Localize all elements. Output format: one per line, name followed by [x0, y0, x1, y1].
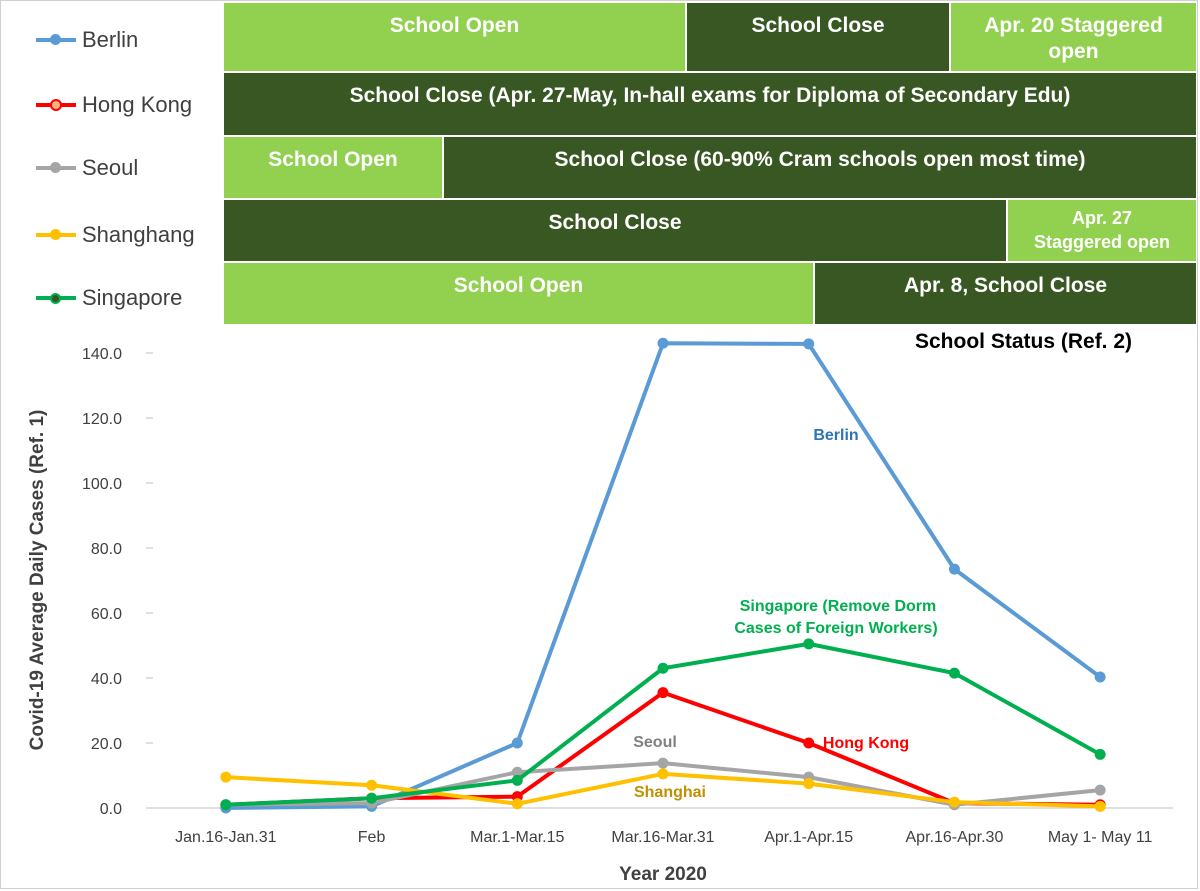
legend-item-singapore: Singapore — [36, 283, 182, 313]
y-tick-label: 40.0 — [91, 671, 122, 688]
data-point — [948, 667, 960, 679]
legend-line — [36, 34, 76, 45]
singapore-school-close: Apr. 8, School Close — [814, 262, 1197, 325]
data-point — [366, 779, 378, 791]
series-shanghai — [220, 768, 1106, 812]
annotation-label: Seoul — [633, 734, 677, 751]
legend-item-berlin: Berlin — [36, 25, 138, 55]
status-label: School Open — [453, 274, 584, 297]
data-point — [948, 563, 960, 575]
annotation-label: Berlin — [813, 427, 858, 444]
data-point — [657, 768, 669, 780]
legend-line — [36, 229, 76, 240]
legend-marker — [50, 99, 62, 111]
data-point — [803, 737, 815, 749]
status-label: Apr. 27 Staggered open — [1033, 208, 1171, 252]
y-tick-label: 80.0 — [91, 541, 122, 558]
annotations: Berlin Singapore (Remove Dorm Cases of For… — [633, 427, 937, 801]
legend-marker — [50, 34, 61, 45]
data-point — [1094, 800, 1106, 812]
y-tick-label: 120.0 — [82, 411, 122, 428]
shanghang-school-close: School Close — [223, 199, 1007, 262]
data-point — [511, 737, 523, 749]
status-label: School Close — [548, 211, 682, 234]
y-tick-label: 140.0 — [82, 346, 122, 363]
data-point — [657, 662, 669, 674]
data-point — [1094, 748, 1106, 760]
status-label: School Close (60-90% Cram schools open m… — [554, 148, 1086, 171]
x-tick-label: Apr.1-Apr.15 — [764, 829, 853, 846]
shanghang-staggered-open: Apr. 27 Staggered open — [1007, 199, 1197, 262]
berlin-school-close: School Close — [686, 2, 950, 72]
status-label: Apr. 8, School Close — [903, 274, 1108, 297]
x-tick-label: Apr.16-Apr.30 — [906, 829, 1004, 846]
x-tick-label: Jan.16-Jan.31 — [175, 829, 277, 846]
legend-item-hong-kong: Hong Kong — [36, 90, 192, 120]
annotation-label: Cases of Foreign Workers) — [734, 620, 937, 637]
hong-kong-school-close: School Close (Apr. 27-May, In-hall exams… — [223, 72, 1197, 136]
status-label: School Open — [389, 14, 520, 37]
legend-marker — [50, 229, 61, 240]
status-label: Apr. 20 Staggered open — [984, 14, 1163, 63]
series-singapore — [220, 638, 1106, 811]
status-label: School Close — [751, 14, 885, 37]
annotation-label: Shanghai — [634, 784, 706, 801]
data-point — [220, 799, 232, 811]
legend-label: Seoul — [82, 155, 139, 180]
data-point — [803, 638, 815, 650]
data-point — [803, 778, 815, 790]
legend-marker — [50, 293, 61, 304]
legend-line — [36, 162, 76, 173]
y-tick-label: 20.0 — [91, 736, 122, 753]
y-tick-label: 0.0 — [100, 801, 122, 818]
status-label: School Close (Apr. 27-May, In-hall exams… — [349, 84, 1071, 107]
data-point — [657, 757, 669, 769]
data-point — [657, 337, 669, 349]
x-tick-label: Mar.16-Mar.31 — [611, 829, 714, 846]
series-layer — [220, 337, 1106, 814]
annotation-label: Singapore (Remove Dorm — [740, 598, 936, 615]
berlin-school-open: School Open — [223, 2, 686, 72]
y-tick-label: 100.0 — [82, 476, 122, 493]
legend-label: Singapore — [82, 285, 183, 310]
legend-marker — [50, 162, 61, 173]
legend-item-shanghang: Shanghang — [36, 220, 195, 250]
legend-item-seoul: Seoul — [36, 153, 138, 183]
status-label: School Open — [268, 148, 398, 171]
legend-label: Berlin — [82, 27, 139, 52]
data-point — [948, 796, 960, 808]
x-tick-label: May 1- May 11 — [1048, 829, 1153, 846]
y-tick-label: 60.0 — [91, 606, 122, 623]
school-status-caption: School Status (Ref. 2) — [915, 330, 1133, 353]
x-tick-label: Mar.1-Mar.15 — [470, 829, 564, 846]
x-axis: Jan.16-Jan.31 Feb Mar.1-Mar.15 Mar.16-Mar.3… — [175, 829, 1152, 846]
singapore-school-open: School Open — [223, 262, 814, 325]
legend-label: Shanghang — [82, 222, 195, 247]
seoul-school-open: School Open — [223, 136, 443, 199]
legend-label: Hong Kong — [82, 92, 193, 117]
data-point — [1094, 784, 1106, 796]
data-point — [366, 792, 378, 804]
data-point — [511, 774, 523, 786]
data-point — [511, 798, 523, 810]
x-tick-label: Feb — [358, 829, 386, 846]
berlin-staggered-open: Apr. 20 Staggered open — [950, 2, 1197, 72]
legend-line — [36, 99, 76, 111]
data-point — [1094, 671, 1106, 683]
data-point — [220, 771, 232, 783]
seoul-school-close: School Close (60-90% Cram schools open m… — [443, 136, 1197, 199]
x-axis-title: Year 2020 — [619, 864, 707, 885]
data-point — [657, 687, 669, 699]
y-axis: 0.0 20.0 40.0 60.0 80.0 100.0 120.0 140.0 — [82, 346, 153, 818]
annotation-label: Hong Kong — [823, 735, 909, 752]
legend-line — [36, 293, 76, 304]
data-point — [803, 338, 815, 350]
y-axis-title: Covid-19 Average Daily Cases (Ref. 1) — [27, 410, 48, 751]
